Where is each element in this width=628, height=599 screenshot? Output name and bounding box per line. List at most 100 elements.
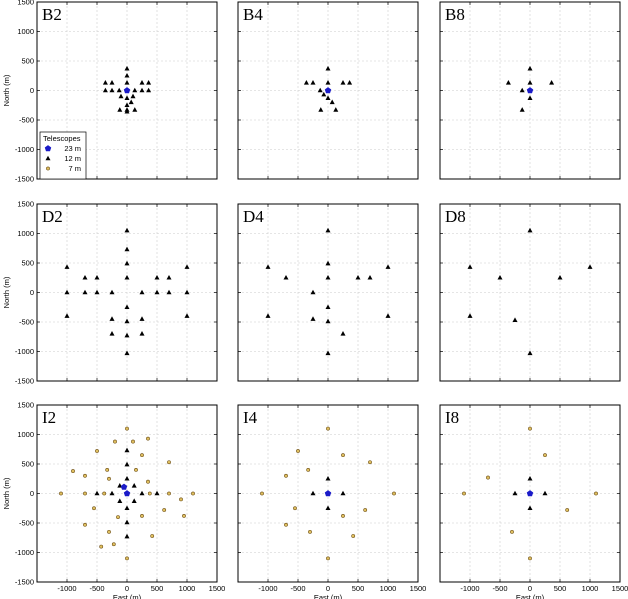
y-tick-label: -1000	[15, 347, 34, 356]
y-tick-label: 500	[21, 460, 34, 469]
telescope-12m-point	[117, 107, 123, 112]
panel-D2: -1500 -1000 -500 0 500 1000 1500 North (m) D2	[2, 200, 218, 386]
telescope-12m-point	[139, 87, 145, 93]
telescope-7m-point	[594, 491, 598, 496]
telescope-12m-point	[527, 65, 533, 71]
panel-label: D8	[445, 207, 466, 226]
telescope-7m-point	[71, 469, 75, 473]
panel-I4: -1000 -500 0 500 1000 1500 East (m) I4	[237, 404, 426, 599]
telescope-12m-point	[385, 313, 391, 318]
telescope-12m-point	[318, 107, 324, 112]
x-tick-label: 500	[554, 584, 567, 593]
panel-label: B8	[445, 5, 465, 24]
telescope-12m-point	[124, 350, 130, 356]
telescope-12m-point	[512, 490, 518, 496]
telescope-7m-point	[140, 514, 144, 518]
telescope-12m-point	[527, 95, 533, 100]
telescope-12m-point	[283, 274, 289, 280]
telescope-7m-point	[308, 529, 312, 534]
y-tick-label: -500	[19, 116, 34, 125]
telescope-12m-point	[325, 95, 331, 100]
telescope-12m-point	[325, 65, 331, 71]
telescope-12m-point	[467, 264, 473, 269]
y-tick-label: 1000	[17, 430, 34, 439]
telescope-12m-point	[154, 490, 160, 496]
telescope-12m-point	[124, 260, 130, 266]
telescope-12m-point	[102, 87, 108, 93]
y-axis-label: North (m)	[2, 74, 11, 106]
telescope-12m-point	[132, 107, 138, 112]
telescope-12m-point	[131, 483, 137, 488]
panel-label: I2	[42, 408, 56, 427]
telescope-7m-point	[528, 556, 532, 561]
telescope-12m-point	[82, 289, 88, 295]
telescope-12m-point	[184, 289, 190, 295]
x-tick-label: 500	[151, 584, 164, 593]
telescope-12m-point	[310, 490, 316, 496]
telescope-12m-point	[527, 475, 533, 481]
telescope-12m-point	[139, 316, 145, 321]
telescope-7m-point	[306, 467, 311, 472]
telescope-12m-point	[124, 505, 130, 511]
telescope-12m-point	[325, 505, 331, 511]
telescope-7m-point	[134, 467, 138, 472]
x-tick-label: 0	[326, 584, 330, 593]
y-tick-label: -1500	[15, 578, 34, 587]
telescope-12m-point	[124, 80, 130, 85]
x-tick-label: -500	[290, 584, 305, 593]
telescope-12m-point	[109, 289, 115, 295]
legend-marker-7m	[46, 166, 50, 171]
telescope-12m-point	[154, 289, 160, 295]
x-tick-label: -1000	[460, 584, 479, 593]
panel-I8: -1000 -500 0 500 1000 1500 East (m) I8	[439, 404, 628, 599]
telescope-12m-point	[94, 490, 100, 496]
telescope-12m-point	[340, 80, 346, 85]
telescope-12m-point	[385, 264, 391, 269]
telescope-7m-point	[510, 529, 514, 534]
telescope-12m-point	[325, 227, 331, 233]
telescope-7m-point	[99, 544, 104, 549]
legend-label-t7: 7 m	[68, 164, 81, 173]
telescope-23m-point	[324, 87, 332, 94]
x-axis-label: East (m)	[314, 593, 343, 599]
telescope-12m-point	[527, 227, 533, 233]
telescope-12m-point	[130, 93, 136, 99]
telescope-7m-point	[107, 476, 111, 481]
telescope-7m-point	[146, 436, 150, 441]
telescope-12m-point	[94, 289, 100, 295]
telescope-12m-point	[166, 289, 172, 295]
telescope-7m-point	[182, 514, 186, 518]
telescope-12m-point	[124, 227, 130, 233]
telescope-12m-point	[184, 264, 190, 269]
telescope-7m-point	[284, 473, 288, 478]
y-tick-label: 500	[21, 57, 34, 66]
legend-marker-23m	[44, 145, 52, 152]
telescope-12m-point	[124, 447, 130, 453]
telescope-23m-point	[324, 490, 332, 497]
telescope-12m-point	[325, 318, 331, 324]
telescope-7m-point	[162, 508, 167, 512]
telescope-7m-point	[105, 467, 110, 472]
telescope-7m-point	[113, 439, 117, 444]
telescope-12m-point	[519, 87, 525, 93]
panel-B8: B8	[439, 1, 621, 180]
panel-B4: B4	[237, 1, 419, 180]
telescope-12m-point	[497, 274, 503, 280]
telescope-12m-point	[355, 274, 361, 280]
telescope-12m-point	[128, 99, 134, 105]
y-tick-label: 0	[30, 288, 34, 297]
telescope-7m-point	[543, 453, 547, 458]
telescope-12m-point	[139, 289, 145, 295]
telescope-7m-point	[326, 426, 330, 431]
telescope-12m-point	[166, 274, 172, 280]
telescope-12m-point	[64, 313, 70, 318]
telescope-12m-point	[109, 87, 115, 93]
x-tick-label: -500	[89, 584, 104, 593]
telescope-12m-point	[139, 80, 145, 85]
telescope-12m-point	[118, 93, 124, 99]
panel-I2: -1500 -1000 -500 0 500 1000 1500 North (m) -1000…	[2, 401, 225, 599]
telescope-12m-point	[265, 313, 271, 318]
y-tick-label: 500	[21, 259, 34, 268]
telescope-12m-point	[310, 289, 316, 295]
